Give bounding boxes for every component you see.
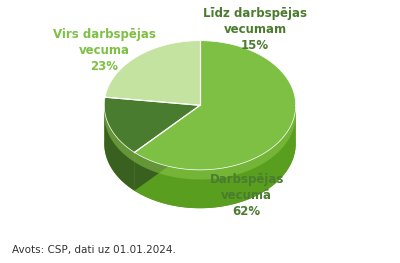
Text: Darbspējas
vecumā
62%: Darbspējas vecumā 62% xyxy=(210,173,284,218)
Polygon shape xyxy=(105,41,200,105)
Text: Līdz darbspējas
vecumam
15%: Līdz darbspējas vecumam 15% xyxy=(203,7,307,52)
Polygon shape xyxy=(104,97,200,153)
Text: Avots: CSP, dati uz 01.01.2024.: Avots: CSP, dati uz 01.01.2024. xyxy=(12,245,176,255)
Polygon shape xyxy=(134,105,200,191)
Polygon shape xyxy=(104,105,296,179)
Polygon shape xyxy=(134,102,296,208)
Polygon shape xyxy=(104,102,134,191)
Polygon shape xyxy=(104,105,296,208)
Text: Virs darbspējas
vecuma
23%: Virs darbspējas vecuma 23% xyxy=(53,28,156,73)
Polygon shape xyxy=(134,105,200,191)
Polygon shape xyxy=(134,41,296,170)
